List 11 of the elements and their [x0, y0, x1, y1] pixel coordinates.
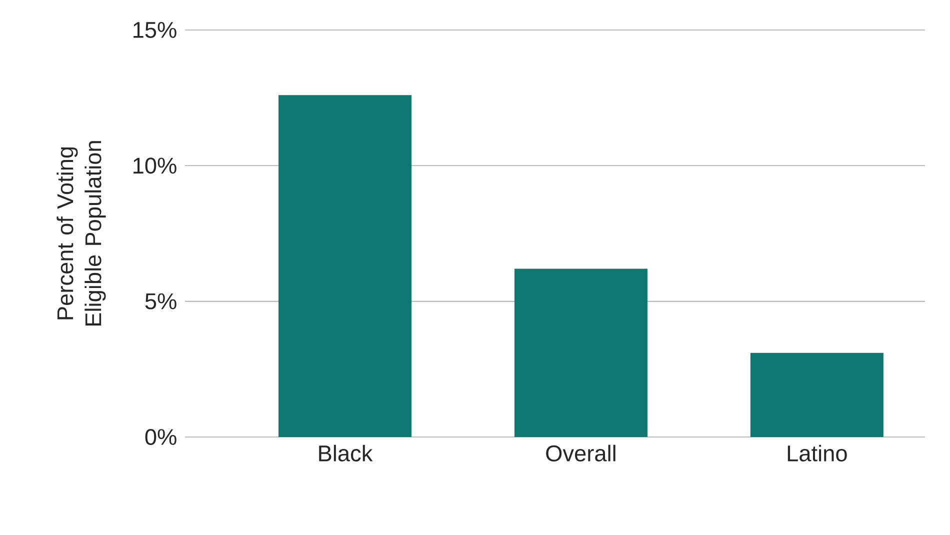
- bar: [278, 95, 412, 437]
- y-tick-label: 5%: [145, 293, 176, 310]
- y-axis-title: Percent of Voting Eligible Population: [56, 141, 106, 326]
- bar: [750, 352, 884, 437]
- y-tick-label: 0%: [145, 428, 176, 446]
- y-tick-label: 10%: [134, 158, 176, 174]
- x-tick-label: Overall: [546, 444, 616, 462]
- x-tick-label: Latino: [788, 444, 847, 462]
- x-tick-label: Black: [319, 444, 373, 462]
- bar: [514, 268, 648, 437]
- y-tick-label: 15%: [134, 22, 176, 38]
